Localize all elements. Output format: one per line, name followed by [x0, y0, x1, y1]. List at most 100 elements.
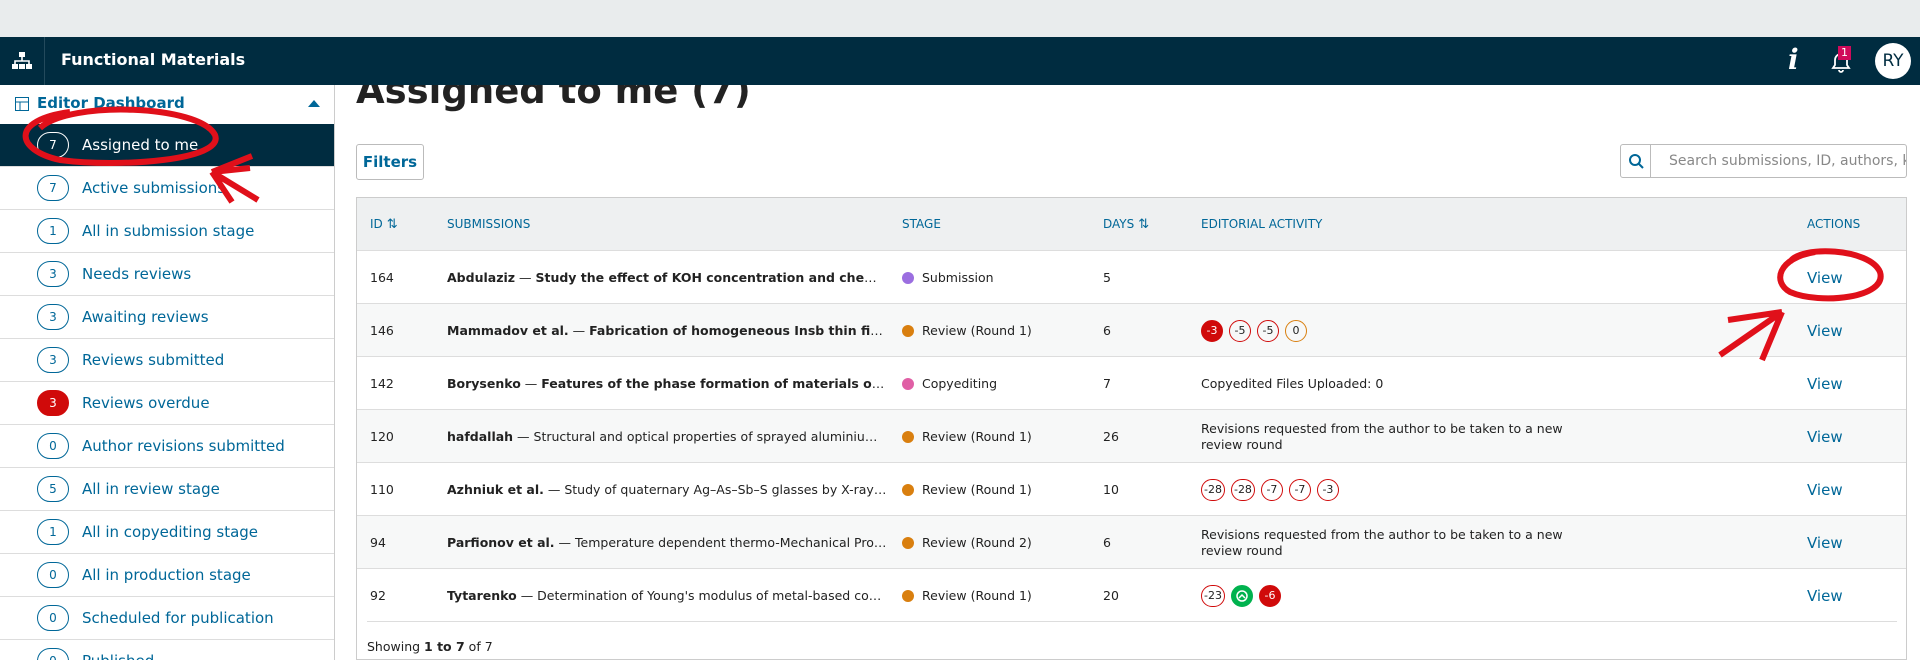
item-label: All in copyediting stage	[82, 523, 259, 541]
submission-id: 164	[370, 270, 394, 285]
sort-icon[interactable]: ⇅	[1138, 217, 1150, 232]
avatar[interactable]: RY	[1875, 43, 1911, 79]
submission: Abdulaziz — Study the effect of KOH conc…	[447, 251, 887, 304]
days: 20	[1103, 588, 1119, 603]
submission: Mammadov et al. — Fabrication of homogen…	[447, 304, 887, 357]
view-link[interactable]: View	[1807, 427, 1843, 446]
stage-dot	[902, 377, 914, 390]
sidebar-item[interactable]: 3 Reviews overdue	[0, 382, 334, 425]
view-link[interactable]: View	[1807, 533, 1843, 552]
activity-badge[interactable]: -6	[1258, 584, 1281, 607]
sidebar-item[interactable]: 1 All in submission stage	[0, 210, 334, 253]
activity-badge[interactable]: -7	[1288, 478, 1311, 501]
view-link[interactable]: View	[1807, 374, 1843, 393]
item-count: 0	[37, 562, 69, 588]
stage-dot	[902, 430, 914, 443]
column-header[interactable]: DAYS ⇅	[1103, 217, 1150, 232]
sitemap-icon[interactable]	[12, 51, 32, 71]
stage-label: Review (Round 2)	[922, 535, 1032, 550]
sidebar-item[interactable]: 0 Scheduled for publication	[0, 597, 334, 640]
author: Borysenko	[447, 376, 521, 391]
sidebar-item[interactable]: 3 Needs reviews	[0, 253, 334, 296]
site-name[interactable]: Functional Materials	[61, 50, 246, 69]
sidebar-item[interactable]: 0 Published	[0, 640, 334, 660]
page-title: Assigned to me (7)	[356, 85, 751, 112]
activity-badge[interactable]: -28	[1201, 478, 1225, 501]
view-link[interactable]: View	[1807, 321, 1843, 340]
activity-badge[interactable]: -3	[1316, 478, 1339, 501]
view-link[interactable]: View	[1807, 268, 1843, 287]
item-label: Active submissions	[82, 179, 226, 197]
stage: Review (Round 1)	[902, 569, 1032, 622]
sidebar-item[interactable]: 7 Active submissions	[0, 167, 334, 210]
search-icon[interactable]	[1621, 145, 1651, 177]
separator: —	[513, 429, 534, 444]
activity-badge[interactable]: -5	[1229, 319, 1251, 342]
editorial-activity: Copyedited Files Uploaded: 0	[1201, 357, 1581, 410]
stage: Review (Round 1)	[902, 304, 1032, 357]
table-footer: Showing 1 to 7 of 7	[367, 621, 1897, 671]
activity-badge[interactable]: -5	[1257, 319, 1279, 342]
separator: —	[516, 588, 538, 603]
activity-badge[interactable]: -7	[1260, 478, 1283, 501]
section-title[interactable]: Editor Dashboard	[37, 94, 185, 112]
editorial-activity: Revisions requested from the author to b…	[1201, 516, 1581, 569]
editorial-activity: Revisions requested from the author to b…	[1201, 410, 1581, 463]
submission: Parfionov et al. — Temperature dependent…	[447, 516, 887, 569]
view-link[interactable]: View	[1807, 480, 1843, 499]
sidebar-item[interactable]: 3 Reviews submitted	[0, 339, 334, 382]
submission: Azhniuk et al. — Study of quaternary Ag–…	[447, 463, 887, 516]
sidebar-item[interactable]: 5 All in review stage	[0, 468, 334, 511]
sidebar-item[interactable]: 3 Awaiting reviews	[0, 296, 334, 339]
item-label: All in production stage	[82, 566, 251, 584]
activity-badge[interactable]	[1230, 584, 1253, 607]
sidebar-item[interactable]: 7 Assigned to me	[0, 124, 334, 167]
editorial-activity: -3 -5 -5 0	[1201, 304, 1581, 357]
info-icon[interactable]: i	[1788, 43, 1799, 76]
column-header: SUBMISSIONS	[447, 217, 531, 231]
search-box[interactable]: Search submissions, ID, authors, keyword…	[1620, 144, 1907, 178]
column-header: ACTIONS	[1807, 217, 1861, 231]
submission-id: 142	[370, 376, 394, 391]
filters-button[interactable]: Filters	[356, 144, 424, 180]
author: Mammadov et al.	[447, 323, 569, 338]
stage-label: Review (Round 1)	[922, 323, 1032, 338]
activity-badge[interactable]: 0	[1285, 319, 1307, 342]
item-count: 5	[37, 476, 69, 502]
submissions-table: ID ⇅ SUBMISSIONS STAGE DAYS ⇅ EDITORIAL ACTIVI…	[356, 197, 1907, 660]
days: 6	[1103, 535, 1111, 550]
activity-badge[interactable]: -28	[1230, 478, 1255, 501]
submission-title: Temperature dependent thermo-Mechanical …	[575, 535, 887, 550]
item-label: Assigned to me	[82, 136, 199, 154]
author: Parfionov et al.	[447, 535, 555, 550]
collapse-icon[interactable]	[308, 99, 320, 107]
sidebar-item[interactable]: 0 All in production stage	[0, 554, 334, 597]
sidebar-item[interactable]: 0 Author revisions submitted	[0, 425, 334, 468]
column-header[interactable]: ID ⇅	[370, 217, 398, 232]
separator: —	[543, 482, 565, 497]
divider	[44, 37, 45, 85]
item-label: Scheduled for publication	[82, 609, 274, 627]
separator: —	[520, 376, 542, 391]
author: Tytarenko	[447, 588, 517, 603]
table-header-bg	[357, 198, 1906, 250]
days: 7	[1103, 376, 1111, 391]
table-row: 110 Azhniuk et al. — Study of quaternary …	[357, 462, 1906, 515]
stage: Review (Round 2)	[902, 516, 1032, 569]
stage: Copyediting	[902, 357, 997, 410]
item-label: Published	[82, 652, 154, 660]
submission-id: 94	[370, 535, 386, 550]
activity-badge[interactable]: -3	[1201, 319, 1223, 342]
stage-dot	[902, 271, 914, 284]
submission-id: 120	[370, 429, 394, 444]
item-count: 1	[37, 218, 69, 244]
submission-id: 92	[370, 588, 386, 603]
sidebar-item[interactable]: 1 All in copyediting stage	[0, 511, 334, 554]
column-header: STAGE	[902, 217, 941, 231]
sidebar: Editor Dashboard 7 Assigned to me 7 Active …	[0, 85, 335, 660]
activity-badge[interactable]: -23	[1201, 584, 1225, 607]
stage-dot	[902, 324, 914, 337]
sort-icon[interactable]: ⇅	[386, 217, 398, 232]
view-link[interactable]: View	[1807, 586, 1843, 605]
item-count: 3	[37, 347, 69, 373]
